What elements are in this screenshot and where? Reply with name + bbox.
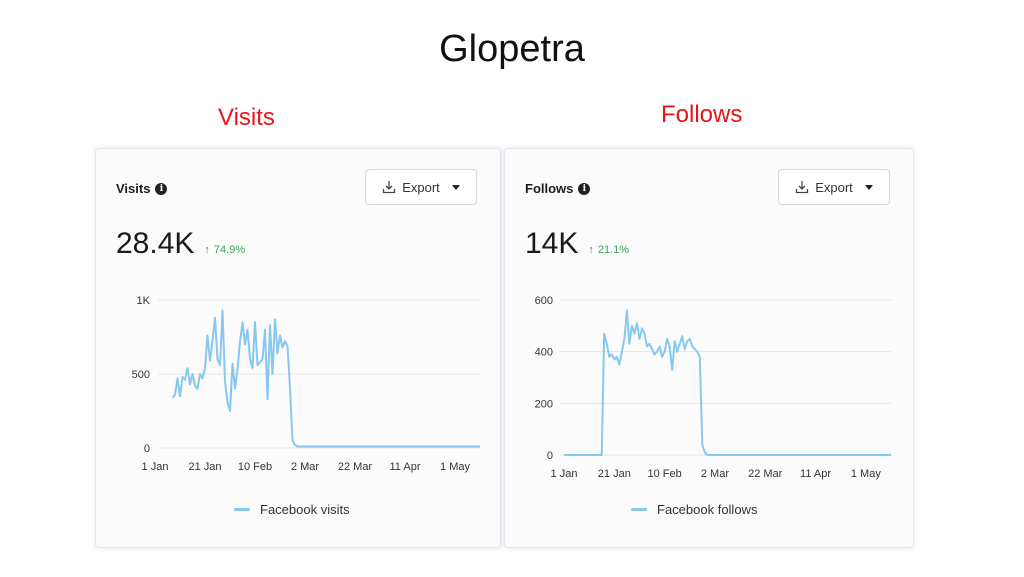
series-line — [171, 309, 480, 448]
arrow-up-icon: ↑ — [204, 244, 210, 256]
follows-delta-value: 21.1% — [597, 244, 630, 256]
page-title: Glopetra — [439, 28, 585, 70]
series-line — [564, 309, 891, 456]
x-tick-label: 10 Feb — [238, 461, 272, 473]
info-icon[interactable]: i — [578, 182, 591, 195]
x-tick-label: 1 May — [440, 461, 470, 473]
y-tick-label: 0 — [547, 450, 553, 462]
x-tick-label: 2 Mar — [291, 461, 319, 473]
follows-export-button[interactable]: Export — [778, 169, 890, 205]
visits-export-button[interactable]: Export — [365, 169, 477, 205]
visits-total-value: 28.4K — [116, 227, 195, 260]
x-tick-label: 22 Mar — [338, 461, 373, 473]
x-tick-label: 11 Apr — [390, 461, 421, 473]
follows-delta: ↑ 21.1% — [588, 244, 629, 256]
follows-card: Follows i Export 14K ↑ 21.1% 0 200 400 600 1… — [504, 148, 914, 548]
visits-chart: 0 500 1K 1 Jan 21 Jan 10 Feb 2 Mar 22 Mar 11 Apr… — [132, 295, 480, 473]
x-tick-label: 21 Jan — [598, 468, 631, 480]
y-tick-label: 200 — [535, 398, 553, 410]
visits-card: Visits i Export 28.4K ↑ 74.9% 0 500 1K 1 Ja… — [95, 148, 501, 548]
follows-title-text: Follows — [525, 181, 574, 196]
x-tick-label: 1 Jan — [142, 461, 169, 473]
legend-swatch — [234, 508, 250, 511]
visits-title-text: Visits — [116, 181, 151, 196]
x-tick-label: 1 May — [851, 468, 881, 480]
caption-follows: Follows — [661, 101, 743, 128]
download-icon — [383, 181, 396, 194]
y-tick-label: 1K — [137, 295, 151, 307]
visits-legend[interactable]: Facebook visits — [234, 502, 350, 517]
visits-legend-label: Facebook visits — [260, 502, 350, 517]
legend-swatch — [631, 508, 647, 511]
follows-total: 14K ↑ 21.1% — [525, 227, 629, 261]
visits-export-label: Export — [402, 179, 440, 195]
visits-delta: ↑ 74.9% — [204, 244, 245, 256]
info-icon[interactable]: i — [155, 182, 168, 195]
x-tick-label: 21 Jan — [188, 461, 221, 473]
x-tick-label: 1 Jan — [551, 468, 578, 480]
y-tick-label: 500 — [132, 369, 150, 381]
follows-total-value: 14K — [525, 227, 579, 260]
follows-legend-label: Facebook follows — [657, 502, 758, 517]
download-icon — [796, 181, 809, 194]
follows-chart: 0 200 400 600 1 Jan 21 Jan 10 Feb 2 Mar 22 Mar 11… — [535, 295, 891, 480]
x-tick-label: 10 Feb — [647, 468, 681, 480]
x-tick-label: 2 Mar — [701, 468, 729, 480]
x-tick-label: 11 Apr — [800, 468, 831, 480]
visits-delta-value: 74.9% — [213, 244, 246, 256]
x-tick-label: 22 Mar — [748, 468, 783, 480]
follows-card-title: Follows i — [525, 181, 591, 196]
caret-down-icon — [864, 184, 873, 190]
arrow-up-icon: ↑ — [588, 244, 594, 256]
follows-export-label: Export — [815, 179, 853, 195]
y-tick-label: 400 — [535, 347, 553, 359]
visits-total: 28.4K ↑ 74.9% — [116, 227, 245, 261]
caret-down-icon — [451, 184, 460, 190]
caption-visits: Visits — [218, 104, 275, 131]
follows-legend[interactable]: Facebook follows — [631, 502, 757, 517]
y-tick-label: 0 — [144, 443, 150, 455]
visits-card-title: Visits i — [116, 181, 168, 196]
y-tick-label: 600 — [535, 295, 553, 307]
